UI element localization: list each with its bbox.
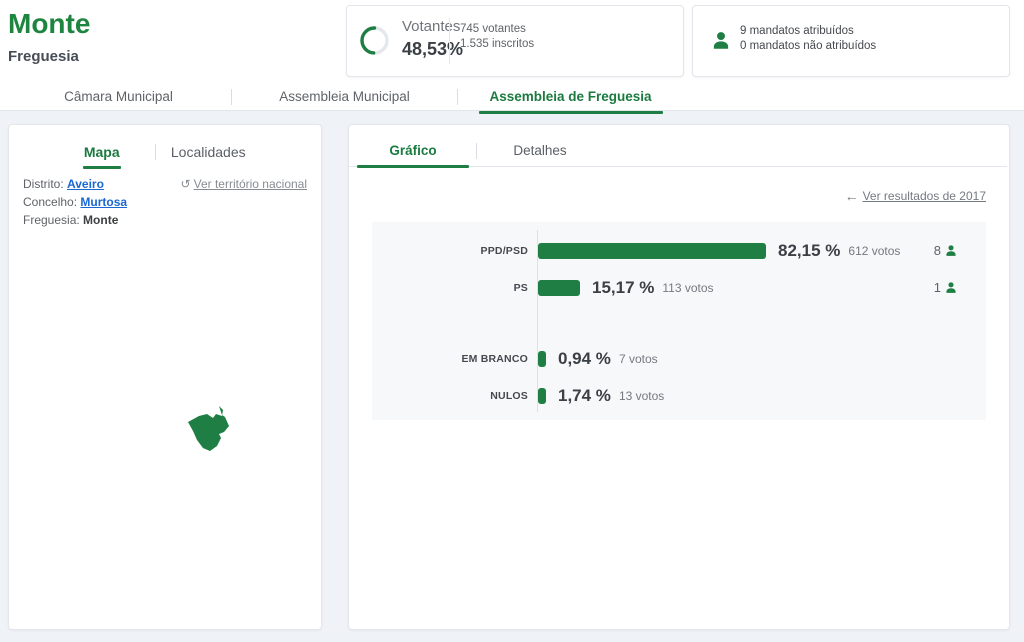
freguesia-row: Freguesia: Monte (23, 211, 127, 229)
party-label: NULOS (490, 389, 528, 402)
tab-separator (476, 143, 477, 159)
undo-icon: ↺ (180, 177, 191, 191)
map-tab-bar: Mapa Localidades (49, 141, 262, 169)
mandates-group: 1 (934, 280, 958, 295)
tab-label: Assembleia Municipal (279, 89, 410, 104)
map-panel: Mapa Localidades Distrito: Aveiro Concel… (8, 124, 322, 630)
freguesia-map-shape[interactable] (184, 405, 234, 453)
mandates-card: 9 mandatos atribuídos 0 mandatos não atr… (692, 5, 1010, 77)
tab-label: Mapa (83, 144, 120, 160)
mandate-person-icon (946, 244, 956, 256)
geo-breadcrumb: Distrito: Aveiro Concelho: Murtosa Fregu… (23, 175, 127, 229)
active-tab-underline (82, 166, 121, 169)
tab-detalhes[interactable]: Detalhes (484, 140, 596, 162)
result-bar (538, 279, 580, 296)
tab-localidades[interactable]: Localidades (156, 141, 262, 163)
results-bar-chart: PPD/PSD 82,15 % 612 votos 8 PS 15,17 % 1… (372, 222, 986, 420)
votes-value: 13 votos (618, 388, 665, 403)
district-row: Distrito: Aveiro (23, 175, 127, 193)
reset-territory-link[interactable]: ↺ Ver território nacional (181, 177, 307, 191)
freguesia-value: Monte (83, 213, 119, 227)
active-tab-underline (357, 165, 469, 168)
votes-value: 113 votos (662, 280, 714, 295)
result-bar (538, 350, 546, 367)
tab-separator (457, 89, 458, 105)
freguesia-label: Freguesia: (23, 213, 80, 227)
concelho-label: Concelho: (23, 195, 78, 209)
tab-label: Câmara Municipal (64, 89, 173, 104)
mandate-person-icon (946, 281, 956, 293)
page-title: Monte (8, 8, 91, 39)
concelho-link[interactable]: Murtosa (80, 195, 128, 209)
tab-grafico[interactable]: Gráfico (357, 140, 469, 168)
tab-label: Detalhes (513, 143, 567, 158)
party-label: PPD/PSD (480, 244, 528, 257)
tab-assembleia-de-freguesia[interactable]: Assembleia de Freguesia (458, 86, 683, 114)
percent-value: 15,17 % (592, 277, 655, 297)
district-link[interactable]: Aveiro (67, 177, 104, 191)
link-results-2017-label: Ver resultados de 2017 (862, 189, 986, 203)
tab-assembleia-municipal[interactable]: Assembleia Municipal (232, 86, 457, 111)
person-icon (713, 32, 729, 49)
votantes-card: Votantes 48,53% 745 votantes 1.535 inscr… (346, 5, 684, 77)
turnout-donut-chart (360, 26, 389, 55)
reset-territory-label: Ver território nacional (193, 177, 307, 191)
mandates-count: 1 (933, 280, 941, 295)
chart-row: PPD/PSD 82,15 % 612 votos 8 (372, 232, 986, 269)
mandates-group: 8 (934, 243, 958, 258)
concelho-row: Concelho: Murtosa (23, 193, 127, 211)
mandates-not-attributed: 0 mandatos não atribuídos (740, 40, 877, 52)
tab-separator (154, 144, 156, 160)
tab-label: Gráfico (389, 143, 437, 158)
tabs-divider-line (0, 110, 1024, 111)
chart-axis-line (537, 230, 538, 412)
votes-value: 7 votos (618, 351, 658, 366)
active-tab-underline (479, 111, 663, 114)
tab-label: Localidades (170, 144, 246, 160)
percent-value: 82,15 % (778, 240, 841, 260)
chart-row: EM BRANCO 0,94 % 7 votos (372, 340, 986, 377)
chart-row: PS 15,17 % 113 votos 1 (372, 269, 986, 306)
page-subtitle: Freguesia (8, 48, 79, 65)
mandates-count: 8 (933, 243, 941, 258)
party-label: EM BRANCO (461, 352, 528, 365)
percent-value: 0,94 % (558, 348, 611, 368)
votantes-label: Votantes (402, 18, 461, 35)
votes-value: 612 votos (848, 243, 901, 258)
tab-mapa[interactable]: Mapa (49, 141, 155, 169)
votantes-percent: 48,53% (402, 39, 464, 59)
result-bar (538, 242, 766, 259)
percent-value: 1,74 % (558, 385, 611, 405)
chart-row: NULOS 1,74 % 13 votos (372, 377, 986, 414)
card-divider (449, 18, 450, 64)
party-label: PS (513, 281, 528, 294)
back-arrow-icon: ← (844, 188, 859, 204)
link-results-2017[interactable]: ← Ver resultados de 2017 (845, 188, 986, 204)
main-tab-bar: Câmara Municipal Assembleia Municipal As… (6, 86, 683, 114)
results-tabs-divider (349, 166, 1007, 167)
votantes-count: 745 votantes (460, 23, 526, 35)
result-bar (538, 387, 546, 404)
tab-camara-municipal[interactable]: Câmara Municipal (6, 86, 231, 111)
inscritos-count: 1.535 inscritos (460, 38, 535, 50)
mandates-attributed: 9 mandatos atribuídos (740, 25, 854, 37)
tab-separator (231, 89, 232, 105)
results-panel: Gráfico Detalhes ← Ver resultados de 201… (348, 124, 1010, 630)
tab-label: Assembleia de Freguesia (489, 89, 652, 104)
results-tab-bar: Gráfico Detalhes (357, 139, 596, 168)
chart-rows: PPD/PSD 82,15 % 612 votos 8 PS 15,17 % 1… (372, 232, 986, 414)
district-label: Distrito: (23, 177, 64, 191)
